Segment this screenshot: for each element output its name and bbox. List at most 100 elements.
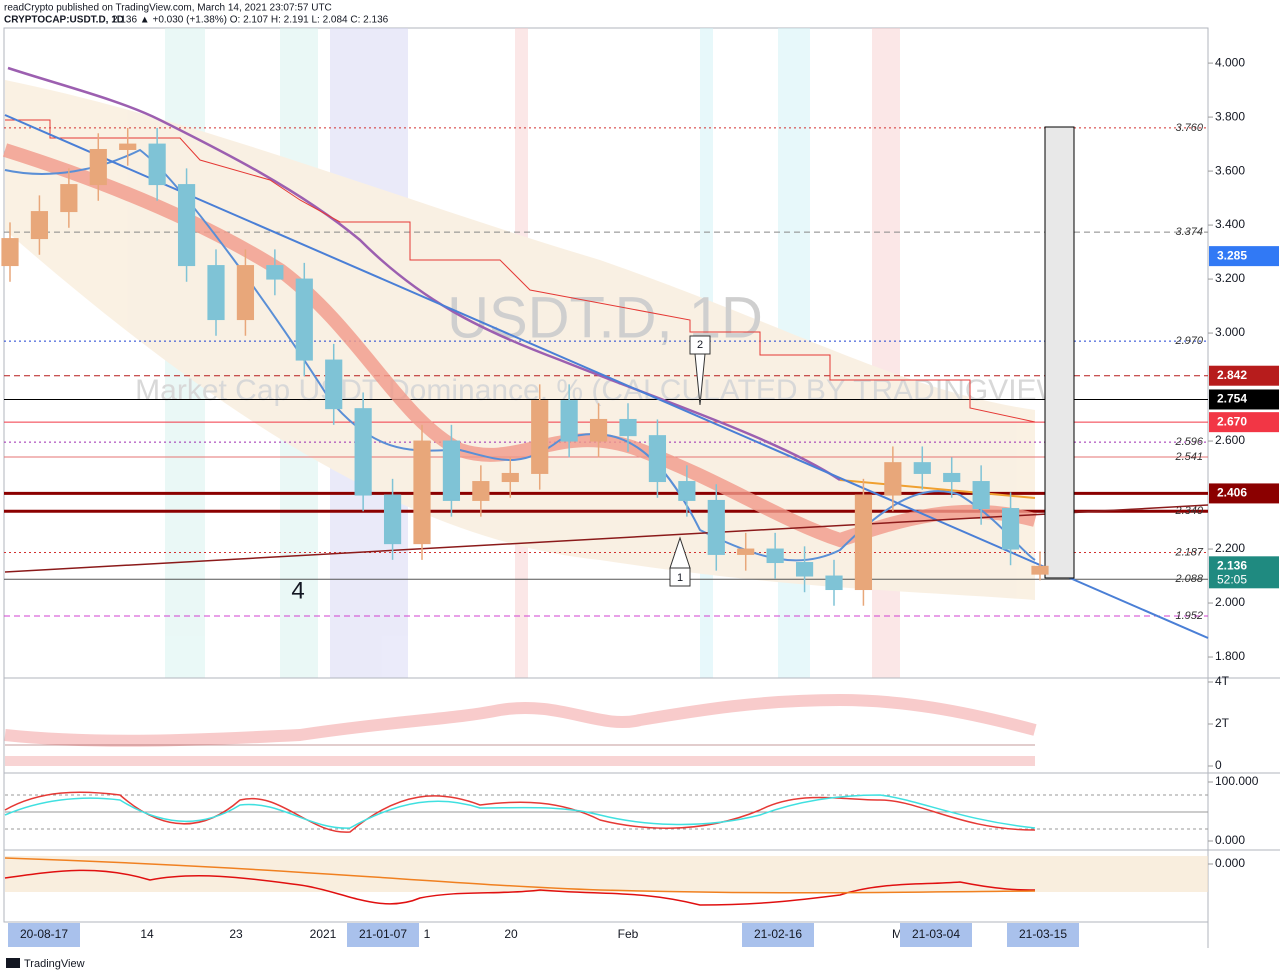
- price-flag: [1209, 365, 1279, 386]
- x-tick-label: 2021: [310, 927, 337, 941]
- y-tick-label: 4.000: [1215, 55, 1245, 69]
- x-tick-label: 21-01-07: [359, 927, 407, 941]
- projection-box: [1044, 126, 1075, 579]
- candle-body: [678, 481, 696, 501]
- x-tick-label: 21-03-15: [1019, 927, 1067, 941]
- level-label: 2.187: [1174, 546, 1203, 558]
- watermark-title: USDT.D, 1D: [447, 285, 763, 350]
- x-tick-label: 14: [140, 927, 154, 941]
- price-flag-label: 2.670: [1217, 414, 1247, 428]
- symbol: CRYPTOCAP:USDT.D, 1D: [4, 15, 124, 26]
- level-label: 2.970: [1174, 335, 1203, 347]
- time-marker: [1007, 923, 1079, 947]
- y-tick-label: 3.800: [1215, 109, 1245, 123]
- quote: 2.136 ▲ +0.030 (+1.38%) O: 2.107 H: 2.19…: [112, 15, 389, 26]
- stop-line: [5, 119, 1036, 423]
- y-tick-label: 3.000: [1215, 325, 1245, 339]
- callout-label: 1: [677, 572, 683, 584]
- level-label: 2.340: [1174, 505, 1203, 517]
- candle-body: [766, 548, 784, 564]
- price-flag: [1209, 483, 1279, 504]
- y-tick-label: 2T: [1215, 716, 1230, 730]
- level-label: 3.760: [1175, 122, 1203, 134]
- time-marker: [900, 923, 972, 947]
- time-marker: [347, 923, 419, 947]
- indicator-line: [4, 869, 1036, 906]
- price-flag-label: 2.406: [1217, 486, 1247, 500]
- x-tick-label: 20: [504, 927, 518, 941]
- y-tick-label: 3.200: [1215, 271, 1245, 285]
- y-tick-label: 100.000: [1215, 774, 1259, 788]
- price-flag-label: 2.842: [1217, 368, 1247, 382]
- levels: 3.760 3.374 2.970 2.596 2.541 2.340 2.187 2.088…: [4, 122, 1208, 622]
- publisher: readCrypto published on TradingView.com,…: [4, 3, 332, 14]
- candle-body: [795, 562, 814, 577]
- ribbon: [2, 143, 1037, 548]
- level-label: 2.596: [1174, 436, 1203, 448]
- candle-body: [148, 143, 166, 186]
- footer-brand: TradingView: [24, 958, 85, 970]
- oscillator: [4, 791, 1036, 833]
- candle-body: [354, 408, 372, 496]
- candle-body: [825, 575, 843, 591]
- x-tick-label: Feb: [618, 927, 639, 941]
- price-flag-label: 3.285: [1217, 248, 1247, 262]
- price-flag: [1209, 389, 1279, 410]
- candle-body: [119, 143, 137, 150]
- candle-body: [442, 440, 461, 501]
- candle-body: [295, 278, 313, 361]
- price-axis: 4.000 3.800 3.600 3.400 3.200 3.000 2.600 2.200…: [1208, 55, 1279, 870]
- x-tick-label: 20-08-17: [20, 927, 68, 941]
- level-label: 1.952: [1175, 610, 1203, 622]
- x-tick-label: 21-02-16: [754, 927, 802, 941]
- level-label: 2.541: [1174, 451, 1203, 463]
- y-tick-label: 2.000: [1215, 595, 1245, 609]
- candle-body: [854, 494, 873, 591]
- y-tick-label: 3.600: [1215, 163, 1245, 177]
- price-flag: [1209, 412, 1279, 433]
- time-axis: 20-08-17 14 23 2021 21-01-07 1 20 Feb 21-02-16 M 2…: [8, 923, 1079, 947]
- watermark: USDT.D, 1D Market Cap USDT Dominance, % …: [135, 285, 1075, 407]
- y-tick-label: 2.200: [1215, 541, 1245, 555]
- indicator-line: [4, 857, 1036, 894]
- candle-body: [30, 211, 49, 240]
- y-tick-label: 1.800: [1215, 649, 1245, 663]
- candle-body: [325, 359, 343, 410]
- logo: [6, 958, 20, 968]
- candle-body: [1001, 508, 1020, 550]
- x-tick-label: M: [892, 927, 902, 941]
- trendline: [4, 114, 1209, 639]
- watermark-subtitle: Market Cap USDT Dominance, % (CALCULATED…: [135, 374, 1075, 407]
- osc-band: [5, 856, 1208, 892]
- volume-strip: [5, 756, 1035, 766]
- level-label: 3.374: [1175, 226, 1203, 238]
- x-tick-label: 1: [424, 927, 431, 941]
- cloud: [5, 80, 1035, 600]
- time-marker: [742, 923, 814, 947]
- x-tick-label: 21-03-04: [912, 927, 960, 941]
- candle-body: [236, 265, 255, 321]
- price-flag: [1209, 556, 1279, 589]
- candle-body: [943, 472, 961, 483]
- candle-body: [383, 494, 402, 545]
- candle-body: [884, 462, 902, 496]
- countdown: 52:05: [1217, 572, 1247, 586]
- moving-average: [7, 66, 841, 482]
- callout-label: 2: [697, 339, 703, 351]
- time-marker: [8, 923, 80, 947]
- y-tick-label: 0.000: [1215, 833, 1245, 847]
- candle-body: [707, 499, 725, 555]
- candle-body: [589, 418, 608, 442]
- candle-body: [472, 481, 490, 501]
- candle-body: [89, 148, 107, 186]
- candles: [1, 127, 1049, 606]
- candle-body: [531, 400, 549, 474]
- y-tick-label: 4T: [1215, 674, 1230, 688]
- price-flag-label: 2.136: [1217, 558, 1247, 572]
- y-tick-label: 0.000: [1215, 856, 1245, 870]
- sub-panels: [4, 677, 1280, 906]
- oscillator: [4, 794, 1036, 829]
- candle-body: [60, 184, 78, 213]
- y-tick-label: 3.400: [1215, 217, 1245, 231]
